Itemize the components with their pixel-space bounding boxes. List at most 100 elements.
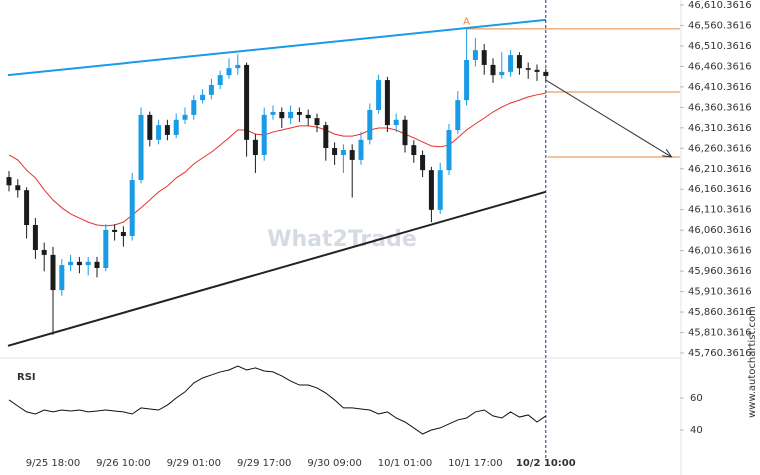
- rsi-label: RSI: [17, 372, 36, 383]
- candle-body: [340, 150, 346, 155]
- candle-body: [367, 109, 373, 140]
- candle-body: [112, 229, 118, 232]
- y-tick-label: 46,110.3616: [688, 205, 752, 216]
- trendline: [7, 18, 546, 77]
- y-tick-label: 46,360.3616: [688, 102, 752, 113]
- x-tick-label: 9/29 01:00: [167, 458, 221, 469]
- candle-body: [314, 118, 320, 126]
- candle-body: [323, 125, 329, 149]
- watermark: What2Trade: [267, 227, 417, 252]
- candle-body: [182, 114, 188, 120]
- y-tick-label: 46,260.3616: [688, 143, 752, 154]
- candle-body: [393, 119, 399, 126]
- candle-body: [32, 225, 38, 250]
- candle-body: [376, 80, 382, 110]
- x-tick-label: 9/30 09:00: [307, 458, 361, 469]
- x-tick-label: 10/1 17:00: [448, 458, 502, 469]
- candle-body: [428, 170, 434, 210]
- candle-body: [296, 112, 302, 115]
- candle-body: [481, 50, 487, 65]
- candle-body: [516, 55, 522, 69]
- candle-body: [244, 64, 250, 140]
- candle-body: [41, 249, 47, 255]
- candle-body: [200, 94, 206, 101]
- candle-body: [534, 69, 540, 72]
- candle-body: [455, 100, 461, 131]
- candle-body: [103, 229, 109, 268]
- candle-body: [120, 231, 126, 237]
- y-tick-label: 45,960.3616: [688, 266, 752, 277]
- trendline: [7, 190, 547, 347]
- source-label: www.autochartist.com: [747, 306, 758, 418]
- candle-body: [305, 114, 311, 119]
- candle-body: [543, 71, 549, 76]
- candle-body: [235, 64, 241, 69]
- candle-body: [191, 100, 197, 115]
- candle-body: [94, 261, 100, 268]
- y-tick-label: 46,210.3616: [688, 164, 752, 175]
- candle-body: [270, 112, 276, 115]
- y-tick-label: 46,160.3616: [688, 184, 752, 195]
- candle-body: [472, 50, 478, 61]
- candle-body: [411, 145, 417, 155]
- candle-body: [288, 112, 294, 119]
- candle-body: [173, 119, 179, 135]
- rsi-tick-label: 40: [690, 425, 703, 436]
- rsi-line: [8, 365, 547, 435]
- x-tick-label: 9/26 10:00: [96, 458, 150, 469]
- candle-body: [490, 64, 496, 76]
- candle-body: [358, 139, 364, 160]
- candle-body: [76, 261, 82, 266]
- candle-body: [129, 179, 135, 237]
- x-tick-label: 9/29 17:00: [237, 458, 291, 469]
- candle-body: [252, 139, 258, 155]
- rsi-tick-label: 60: [690, 393, 703, 404]
- y-tick-label: 45,760.3616: [688, 348, 752, 359]
- y-tick-label: 46,060.3616: [688, 225, 752, 236]
- candle-body: [332, 148, 338, 155]
- candle-body: [525, 68, 531, 70]
- candle-body: [446, 130, 452, 171]
- candle-body: [164, 125, 170, 135]
- candle-body: [437, 170, 443, 210]
- candle-body: [402, 119, 408, 146]
- candle-body: [156, 125, 162, 140]
- candle-body: [464, 60, 470, 101]
- candle-body: [208, 84, 214, 95]
- candle-body: [217, 75, 223, 85]
- y-tick-label: 45,910.3616: [688, 287, 752, 298]
- y-tick-label: 46,410.3616: [688, 82, 752, 93]
- y-tick-label: 46,560.3616: [688, 20, 752, 31]
- candle-body: [15, 185, 21, 191]
- candle-body: [138, 114, 144, 180]
- y-tick-label: 46,310.3616: [688, 123, 752, 134]
- x-tick-label: 9/25 18:00: [26, 458, 80, 469]
- candle-body: [349, 150, 355, 160]
- y-tick-label: 45,860.3616: [688, 307, 752, 318]
- candle-body: [50, 254, 56, 291]
- candle-body: [6, 177, 12, 186]
- y-tick-label: 46,610.3616: [688, 0, 752, 11]
- forecast-arrow: [545, 79, 672, 157]
- candle-body: [508, 55, 514, 72]
- candle-body: [68, 261, 74, 266]
- candle-body: [499, 71, 505, 76]
- candle-body: [24, 190, 30, 226]
- y-tick-label: 46,010.3616: [688, 246, 752, 257]
- y-tick-label: 46,510.3616: [688, 41, 752, 52]
- candle-body: [85, 261, 91, 266]
- candle-body: [384, 80, 390, 126]
- x-tick-label: 10/2 10:00: [516, 458, 576, 469]
- candle-body: [420, 154, 426, 171]
- moving-average: [8, 92, 546, 227]
- candle-body: [261, 114, 267, 155]
- peak-marker: A: [463, 16, 470, 27]
- y-tick-label: 45,810.3616: [688, 328, 752, 339]
- candle-body: [279, 112, 285, 119]
- candle-body: [226, 68, 232, 76]
- x-tick-label: 10/1 01:00: [378, 458, 432, 469]
- y-tick-label: 46,460.3616: [688, 61, 752, 72]
- candle-body: [147, 114, 153, 140]
- candle-body: [59, 265, 65, 291]
